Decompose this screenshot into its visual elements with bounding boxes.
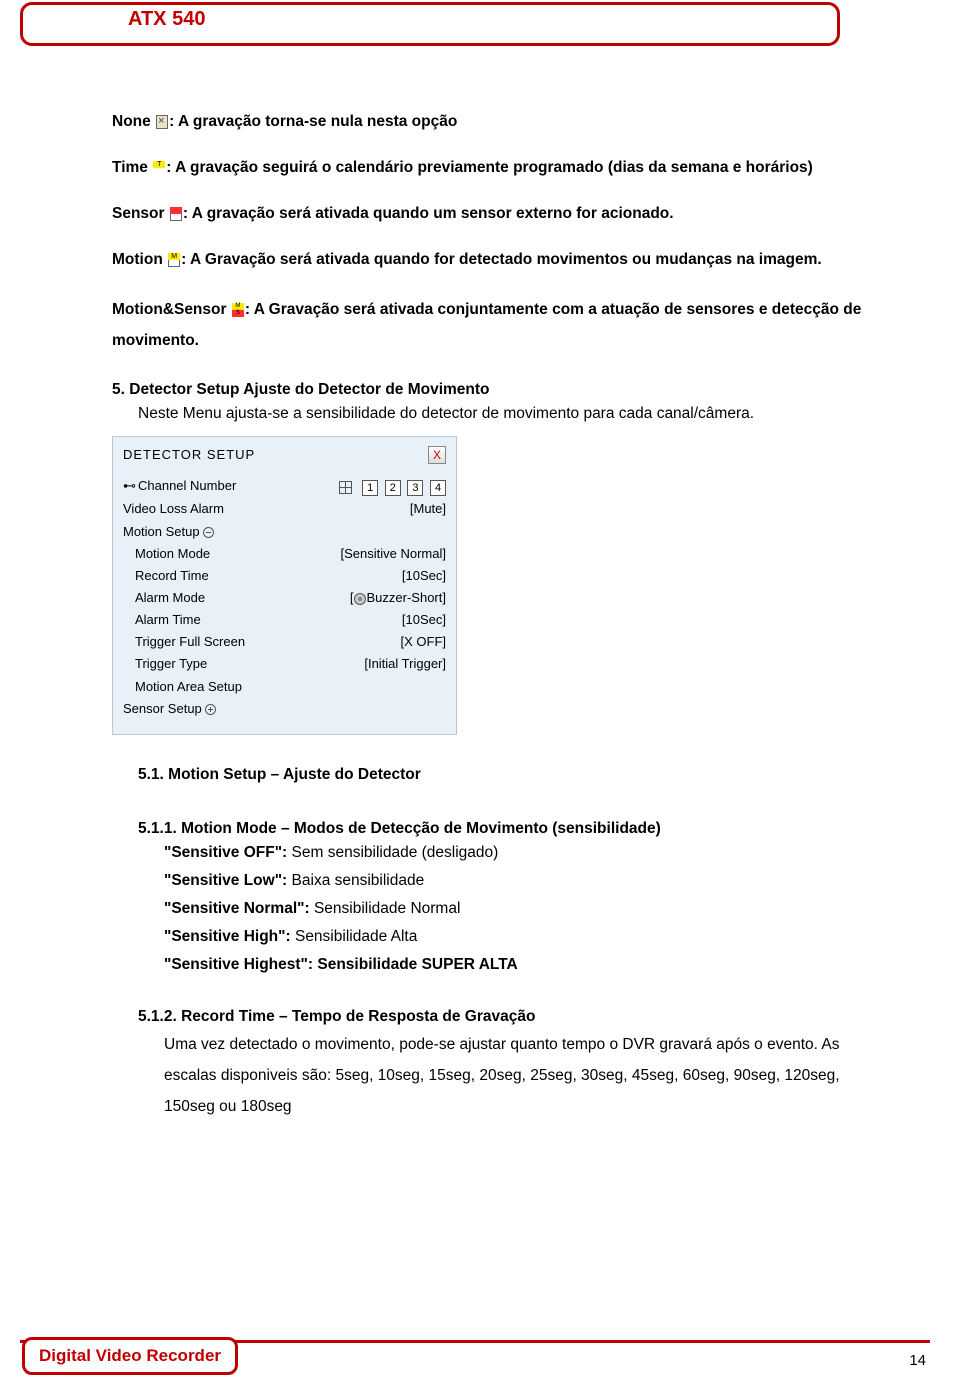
t-icon: T [153,161,165,175]
row-alarmmode-label: Alarm Mode [123,588,205,608]
row-channel-label: Channel Number [138,478,236,493]
m-icon: M [168,253,180,267]
section-5-num: 5. [112,381,125,398]
panel-title: DETECTOR SETUP [123,445,255,465]
mode-none: None : A gravação torna-se nula nesta op… [112,110,872,134]
row-rectime-label: Record Time [123,566,209,586]
channel-selector[interactable]: 1 2 3 4 [339,477,447,497]
section-51-title: Motion Setup – Ajuste do Detector [168,766,421,783]
section-512-body: Uma vez detectado o movimento, pode-se a… [164,1029,872,1122]
m0a: "Sensitive OFF": [164,844,287,861]
section-512-heading: 5.1.2. Record Time – Tempo de Resposta d… [138,1005,872,1029]
row-sensorsetup-label: Sensor Setup [123,701,202,716]
panel-row-motionsetup[interactable]: Motion Setup [123,521,446,543]
row-motionmode-label: Motion Mode [123,544,210,564]
mode-none-desc: : A gravação torna-se nula nesta opção [169,113,457,130]
expand-icon [205,704,216,715]
row-videoloss-label: Video Loss Alarm [123,499,224,519]
channel-3[interactable]: 3 [407,480,423,496]
row-trigger-label: Trigger Full Screen [123,632,245,652]
row-trigger-value: [X OFF] [401,632,447,652]
mode-time: Time T: A gravação seguirá o calendário … [112,156,872,180]
m3b: Sensibilidade Alta [291,928,418,945]
section-5-title: Detector Setup Ajuste do Detector de Mov… [129,381,489,398]
page-number: 14 [909,1352,926,1369]
ms-icon: MS [232,303,244,317]
row-triggertype-value: [Initial Trigger] [364,654,446,674]
row-rectime-value: [10Sec] [402,566,446,586]
panel-row-videoloss[interactable]: Video Loss Alarm [Mute] [123,498,446,520]
m2b: Sensibilidade Normal [310,900,461,917]
channel-2[interactable]: 2 [385,480,401,496]
row-motionarea-label: Motion Area Setup [123,677,242,697]
mode-sensor: Sensor : A gravação será ativada quando … [112,202,872,226]
section-511-heading: 5.1.1. Motion Mode – Modos de Detecção d… [138,817,872,841]
header-model: ATX 540 [128,8,205,31]
panel-row-sensorsetup[interactable]: Sensor Setup [123,698,446,720]
mode-sensor-desc: : A gravação será ativada quando um sens… [183,205,674,222]
m4a: "Sensitive Highest": Sensibilidade SUPER… [164,956,518,973]
panel-row-motionmode[interactable]: Motion Mode [Sensitive Normal] [123,543,446,565]
m1b: Baixa sensibilidade [287,872,424,889]
section-5-heading: 5. Detector Setup Ajuste do Detector de … [112,378,872,402]
section-51-num: 5.1. [138,766,164,783]
page-content: None : A gravação torna-se nula nesta op… [112,110,872,1142]
mode-motion-label: Motion [112,251,163,268]
panel-row-motionarea[interactable]: Motion Area Setup [123,676,446,698]
modes-list: "Sensitive OFF": Sem sensibilidade (desl… [164,841,872,977]
panel-row-channel: ⊷Channel Number 1 2 3 4 [123,475,446,498]
section-512: 5.1.2. Record Time – Tempo de Resposta d… [138,1005,872,1122]
panel-title-row: DETECTOR SETUP X [123,445,446,465]
mode-time-desc: : A gravação seguirá o calendário previa… [166,159,813,176]
m3a: "Sensitive High": [164,928,291,945]
row-videoloss-value: [Mute] [410,499,446,519]
m2a: "Sensitive Normal": [164,900,310,917]
row-alarmmode-value: Buzzer-Short] [367,590,446,605]
section-511-title: Motion Mode – Modos de Detecção de Movim… [181,820,661,837]
mode-motionsensor: Motion&Sensor MS: A Gravação será ativad… [112,294,872,356]
panel-row-trigger[interactable]: Trigger Full Screen [X OFF] [123,631,446,653]
section-5-desc: Neste Menu ajusta-se a sensibilidade do … [138,402,872,426]
panel-row-triggertype[interactable]: Trigger Type [Initial Trigger] [123,653,446,675]
row-motionmode-value: [Sensitive Normal] [341,544,446,564]
collapse-icon [203,527,214,538]
panel-row-alarmtime[interactable]: Alarm Time [10Sec] [123,609,446,631]
row-alarmtime-value: [10Sec] [402,610,446,630]
panel-close-button[interactable]: X [428,446,446,464]
grid-icon [339,481,352,494]
panel-row-alarmmode[interactable]: Alarm Mode [Buzzer-Short] [123,587,446,609]
section-511: 5.1.1. Motion Mode – Modos de Detecção d… [138,817,872,977]
m1a: "Sensitive Low": [164,872,287,889]
mode-none-label: None [112,113,151,130]
row-alarmtime-label: Alarm Time [123,610,201,630]
section-511-num: 5.1.1. [138,820,177,837]
buzzer-icon [354,593,366,605]
footer-box: Digital Video Recorder [22,1337,238,1375]
mode-motion-desc: : A Gravação será ativada quando for det… [181,251,822,268]
row-motionsetup-label: Motion Setup [123,524,200,539]
detector-setup-panel: DETECTOR SETUP X ⊷Channel Number 1 2 3 4… [112,436,457,735]
row-triggertype-label: Trigger Type [123,654,207,674]
s-icon [170,207,182,221]
section-512-num: 5.1.2. [138,1008,177,1025]
mode-time-label: Time [112,159,148,176]
section-51-heading: 5.1. Motion Setup – Ajuste do Detector [138,763,872,787]
mode-sensor-label: Sensor [112,205,165,222]
m0b: Sem sensibilidade (desligado) [287,844,498,861]
panel-row-rectime[interactable]: Record Time [10Sec] [123,565,446,587]
channel-1[interactable]: 1 [362,480,378,496]
footer-label: Digital Video Recorder [39,1346,221,1365]
x-icon [156,115,168,129]
section-512-title: Record Time – Tempo de Resposta de Grava… [181,1008,535,1025]
mode-motion: Motion M: A Gravação será ativada quando… [112,248,872,272]
channel-4[interactable]: 4 [430,480,446,496]
mode-motionsensor-label: Motion&Sensor [112,301,227,318]
